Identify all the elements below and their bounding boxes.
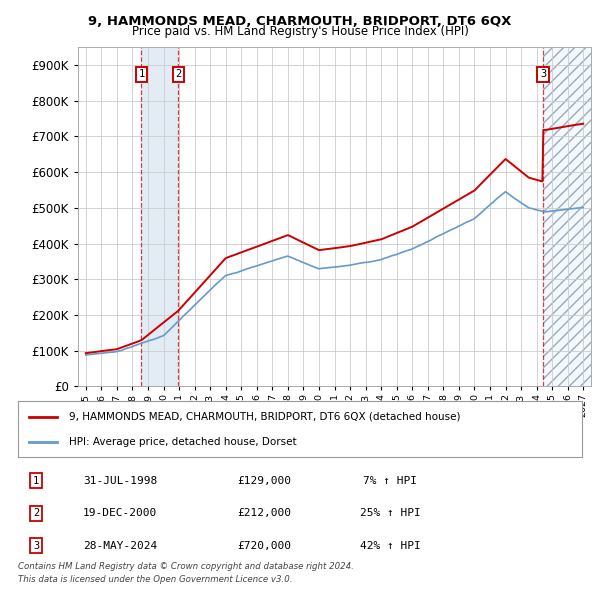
Text: 3: 3 (33, 541, 39, 550)
HPI: Average price, detached house, Dorset: (2.02e+03, 5.17e+05): Average price, detached house, Dorset: (… (490, 198, 497, 205)
Text: 19-DEC-2000: 19-DEC-2000 (83, 509, 157, 518)
9, HAMMONDS MEAD, CHARMOUTH, BRIDPORT, DT6 6QX (detached house) (580, 120, 587, 127)
Text: 9, HAMMONDS MEAD, CHARMOUTH, BRIDPORT, DT6 6QX: 9, HAMMONDS MEAD, CHARMOUTH, BRIDPORT, D… (88, 15, 512, 28)
Text: 25% ↑ HPI: 25% ↑ HPI (359, 509, 421, 518)
Text: 2: 2 (33, 509, 39, 518)
HPI: Average price, detached house, Dorset: (2.01e+03, 3.42e+05): Average price, detached house, Dorset: (… (352, 261, 359, 268)
Text: 28-MAY-2024: 28-MAY-2024 (83, 541, 157, 550)
HPI: Average price, detached house, Dorset: (2.01e+03, 3.31e+05): Average price, detached house, Dorset: (… (319, 265, 326, 272)
Text: 9, HAMMONDS MEAD, CHARMOUTH, BRIDPORT, DT6 6QX (detached house): 9, HAMMONDS MEAD, CHARMOUTH, BRIDPORT, D… (69, 412, 460, 422)
Text: £720,000: £720,000 (237, 541, 291, 550)
Text: £212,000: £212,000 (237, 509, 291, 518)
Text: 3: 3 (540, 70, 546, 79)
HPI: Average price, detached house, Dorset: (2.03e+03, 4.98e+05): Average price, detached house, Dorset: (… (569, 205, 576, 212)
Text: 31-JUL-1998: 31-JUL-1998 (83, 476, 157, 486)
HPI: Average price, detached house, Dorset: (2.03e+03, 5.01e+05): Average price, detached house, Dorset: (… (580, 204, 587, 211)
Text: Contains HM Land Registry data © Crown copyright and database right 2024.: Contains HM Land Registry data © Crown c… (18, 562, 354, 571)
HPI: Average price, detached house, Dorset: (2.01e+03, 3.32e+05): Average price, detached house, Dorset: (… (322, 264, 329, 271)
HPI: Average price, detached house, Dorset: (2e+03, 8.84e+04): Average price, detached house, Dorset: (… (82, 352, 89, 359)
Text: 1: 1 (139, 70, 145, 79)
9, HAMMONDS MEAD, CHARMOUTH, BRIDPORT, DT6 6QX (detached house) (352, 241, 359, 248)
Bar (543, 47, 591, 386)
9, HAMMONDS MEAD, CHARMOUTH, BRIDPORT, DT6 6QX (detached house) (319, 246, 326, 253)
Text: HPI: Average price, detached house, Dorset: HPI: Average price, detached house, Dors… (69, 437, 296, 447)
9, HAMMONDS MEAD, CHARMOUTH, BRIDPORT, DT6 6QX (detached house) (322, 246, 329, 253)
HPI: Average price, detached house, Dorset: (2.02e+03, 5.45e+05): Average price, detached house, Dorset: (… (502, 188, 509, 195)
9, HAMMONDS MEAD, CHARMOUTH, BRIDPORT, DT6 6QX (detached house) (490, 168, 497, 175)
9, HAMMONDS MEAD, CHARMOUTH, BRIDPORT, DT6 6QX (detached house) (378, 235, 385, 242)
HPI: Average price, detached house, Dorset: (2.01e+03, 3.56e+05): Average price, detached house, Dorset: (… (378, 255, 385, 263)
Text: Price paid vs. HM Land Registry's House Price Index (HPI): Price paid vs. HM Land Registry's House … (131, 25, 469, 38)
Text: 2: 2 (175, 70, 182, 79)
Bar (142, 47, 178, 386)
Text: £129,000: £129,000 (237, 476, 291, 486)
Text: 7% ↑ HPI: 7% ↑ HPI (363, 476, 417, 486)
Line: HPI: Average price, detached house, Dorset: HPI: Average price, detached house, Dors… (86, 192, 583, 355)
Text: This data is licensed under the Open Government Licence v3.0.: This data is licensed under the Open Gov… (18, 575, 293, 584)
Bar (543, 47, 591, 386)
Text: 1: 1 (33, 476, 39, 486)
Text: 42% ↑ HPI: 42% ↑ HPI (359, 541, 421, 550)
9, HAMMONDS MEAD, CHARMOUTH, BRIDPORT, DT6 6QX (detached house) (82, 350, 89, 357)
9, HAMMONDS MEAD, CHARMOUTH, BRIDPORT, DT6 6QX (detached house) (568, 122, 575, 129)
Line: 9, HAMMONDS MEAD, CHARMOUTH, BRIDPORT, DT6 6QX (detached house): 9, HAMMONDS MEAD, CHARMOUTH, BRIDPORT, D… (86, 124, 583, 353)
